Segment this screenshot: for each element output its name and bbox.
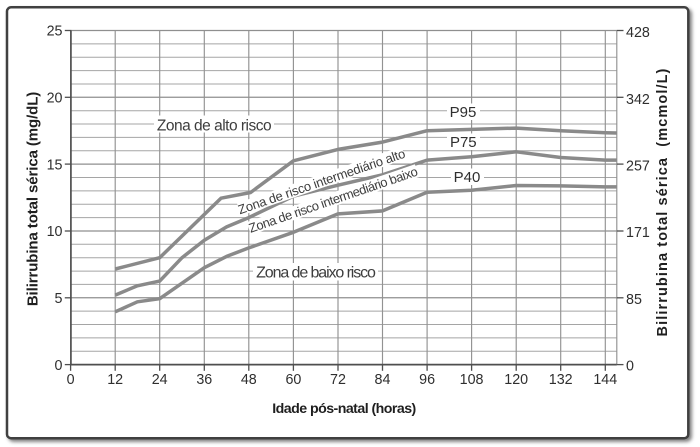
svg-text:Idade pós-natal (horas): Idade pós-natal (horas) — [272, 401, 416, 417]
svg-text:144: 144 — [593, 372, 617, 388]
svg-text:P75: P75 — [450, 134, 477, 151]
svg-text:85: 85 — [626, 292, 642, 308]
svg-text:96: 96 — [419, 372, 435, 388]
svg-text:108: 108 — [460, 372, 484, 388]
svg-text:0: 0 — [55, 358, 63, 374]
svg-text:0: 0 — [626, 359, 634, 375]
svg-text:Bilirrubina total sérica (mcm: Bilirrubina total sérica (mcmol/L) — [655, 68, 671, 337]
svg-text:84: 84 — [375, 372, 391, 388]
svg-text:24: 24 — [152, 372, 168, 388]
svg-text:48: 48 — [241, 372, 257, 388]
svg-text:15: 15 — [47, 157, 63, 173]
svg-text:60: 60 — [285, 372, 301, 388]
svg-text:Zona de alto risco: Zona de alto risco — [157, 117, 271, 134]
svg-text:P40: P40 — [454, 169, 481, 186]
svg-text:Zona de baixo risco: Zona de baixo risco — [256, 264, 376, 281]
svg-text:132: 132 — [549, 372, 573, 388]
svg-text:120: 120 — [504, 372, 528, 388]
svg-text:428: 428 — [626, 25, 650, 41]
svg-text:72: 72 — [330, 372, 346, 388]
svg-text:5: 5 — [55, 291, 63, 307]
svg-text:20: 20 — [47, 91, 63, 107]
svg-text:25: 25 — [47, 24, 63, 40]
svg-text:10: 10 — [47, 224, 63, 240]
svg-text:0: 0 — [67, 372, 75, 388]
svg-text:342: 342 — [626, 92, 650, 108]
svg-text:Bilirrubina total sérica (mg/d: Bilirrubina total sérica (mg/dL) — [24, 92, 41, 306]
svg-text:171: 171 — [626, 225, 650, 241]
svg-text:12: 12 — [107, 372, 123, 388]
svg-text:36: 36 — [196, 372, 212, 388]
svg-text:257: 257 — [626, 159, 650, 175]
svg-text:P95: P95 — [450, 104, 477, 121]
